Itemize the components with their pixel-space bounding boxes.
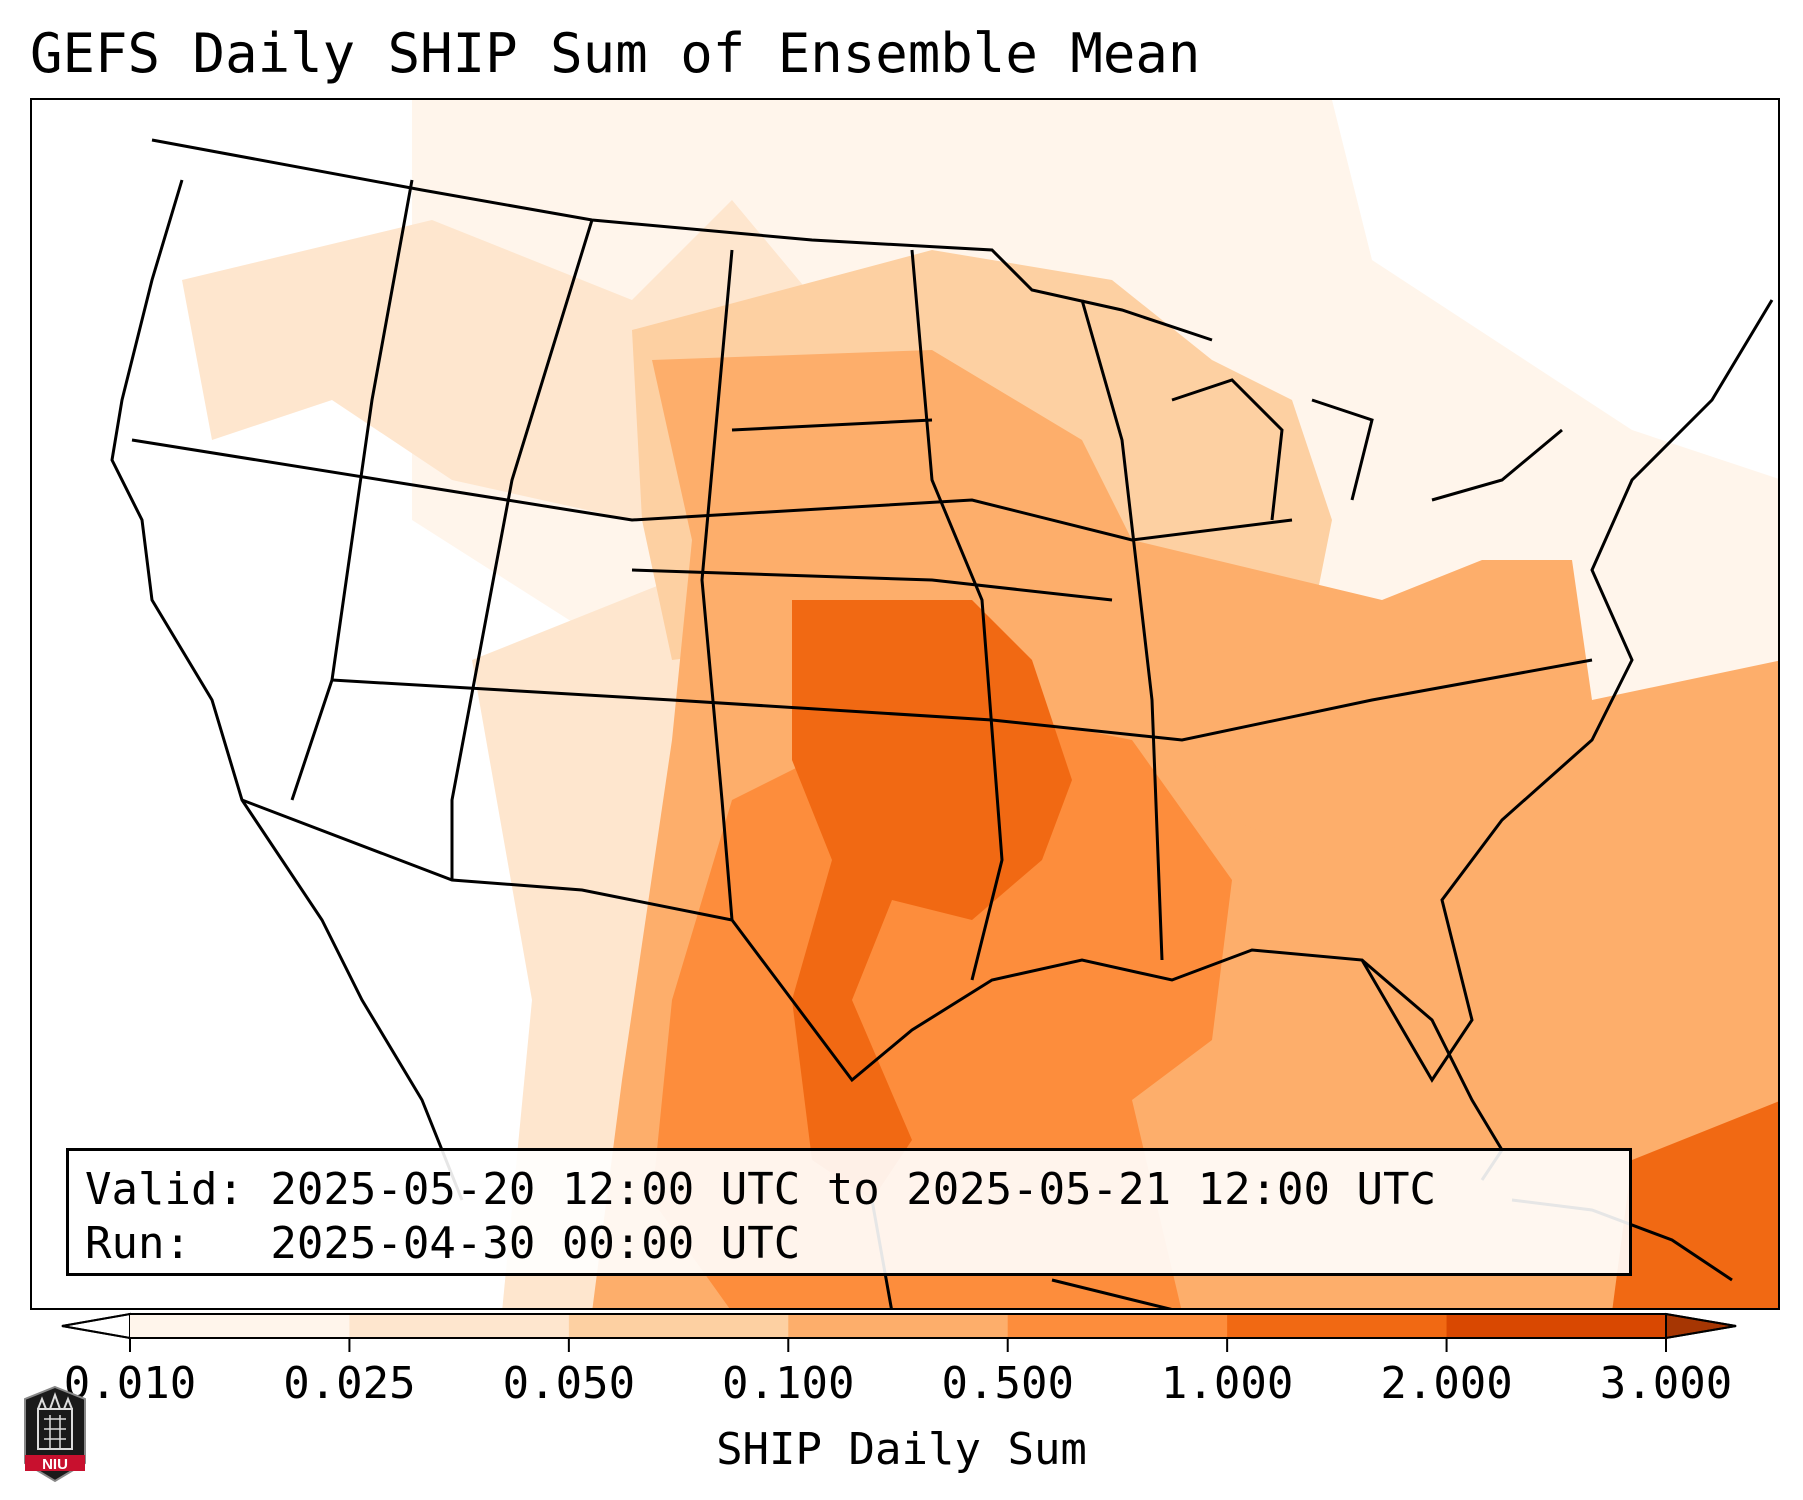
- shading-map: [32, 100, 1778, 1308]
- colorbar-segment: [1007, 1314, 1228, 1338]
- colorbar-tick-label: 0.050: [502, 1358, 636, 1409]
- colorbar-segment: [1227, 1314, 1448, 1338]
- colorbar-tick-label: 0.025: [283, 1358, 416, 1409]
- state-lines-ns-3: [700, 249, 734, 921]
- us-border-north: [151, 138, 1213, 342]
- colorbar-segments: [61, 1312, 1737, 1340]
- west-coast: [110, 179, 464, 1201]
- colorbar-tick-label: 0.100: [722, 1358, 855, 1409]
- colorbar-under-arrow: [61, 1312, 131, 1340]
- colorbar-ticks: [129, 1338, 1667, 1352]
- colorbar-label: SHIP Daily Sum: [716, 1424, 1087, 1475]
- colorbar-tick-label: 3.000: [1599, 1358, 1733, 1409]
- shading-layer: [32, 100, 1778, 1308]
- colorbar-over-arrow: [1665, 1312, 1737, 1340]
- colorbar-tick-label: 1.000: [1160, 1358, 1294, 1409]
- map-panel: [30, 98, 1780, 1310]
- state-lines-ew-4: [631, 568, 1113, 602]
- shade-region-caribbean: [1612, 1101, 1778, 1308]
- logo-text: NIU: [42, 1456, 68, 1473]
- great-lakes: [1171, 378, 1563, 521]
- us-border-south: [241, 299, 1774, 1083]
- state-lines-ns-2: [450, 219, 594, 880]
- colorbar-segment: [349, 1314, 570, 1338]
- colorbar-segment: [788, 1314, 1009, 1338]
- state-lines-ns-1: [290, 179, 414, 801]
- colorbar: [61, 1312, 1737, 1352]
- colorbar-segment: [1446, 1314, 1667, 1338]
- colorbar-tick-label: 0.500: [941, 1358, 1074, 1409]
- map-title: GEFS Daily SHIP Sum of Ensemble Mean: [30, 22, 1201, 85]
- niu-logo-icon: NIU: [24, 1385, 86, 1483]
- run-time-text: Run: 2025-04-30 00:00 UTC: [85, 1218, 801, 1269]
- state-lines-ns-5: [1080, 299, 1164, 961]
- state-lines-ns-4: [910, 249, 1004, 981]
- state-lines-ew-3: [731, 418, 933, 432]
- colorbar-tick-label: 2.000: [1380, 1358, 1513, 1409]
- state-lines-ew-1: [131, 438, 1293, 542]
- shade-region-max: [792, 600, 1072, 1200]
- boundary-lines: [110, 138, 1774, 1308]
- colorbar-segment: [568, 1314, 789, 1338]
- state-lines-ew-2: [331, 658, 1593, 742]
- colorbar-segment: [130, 1314, 350, 1338]
- valid-run-info-box: Valid: 2025-05-20 12:00 UTC to 2025-05-2…: [66, 1148, 1632, 1276]
- shade-region-southeast: [1182, 620, 1612, 860]
- valid-time-text: Valid: 2025-05-20 12:00 UTC to 2025-05-2…: [85, 1164, 1437, 1215]
- shade-region-rockies: [472, 500, 732, 1308]
